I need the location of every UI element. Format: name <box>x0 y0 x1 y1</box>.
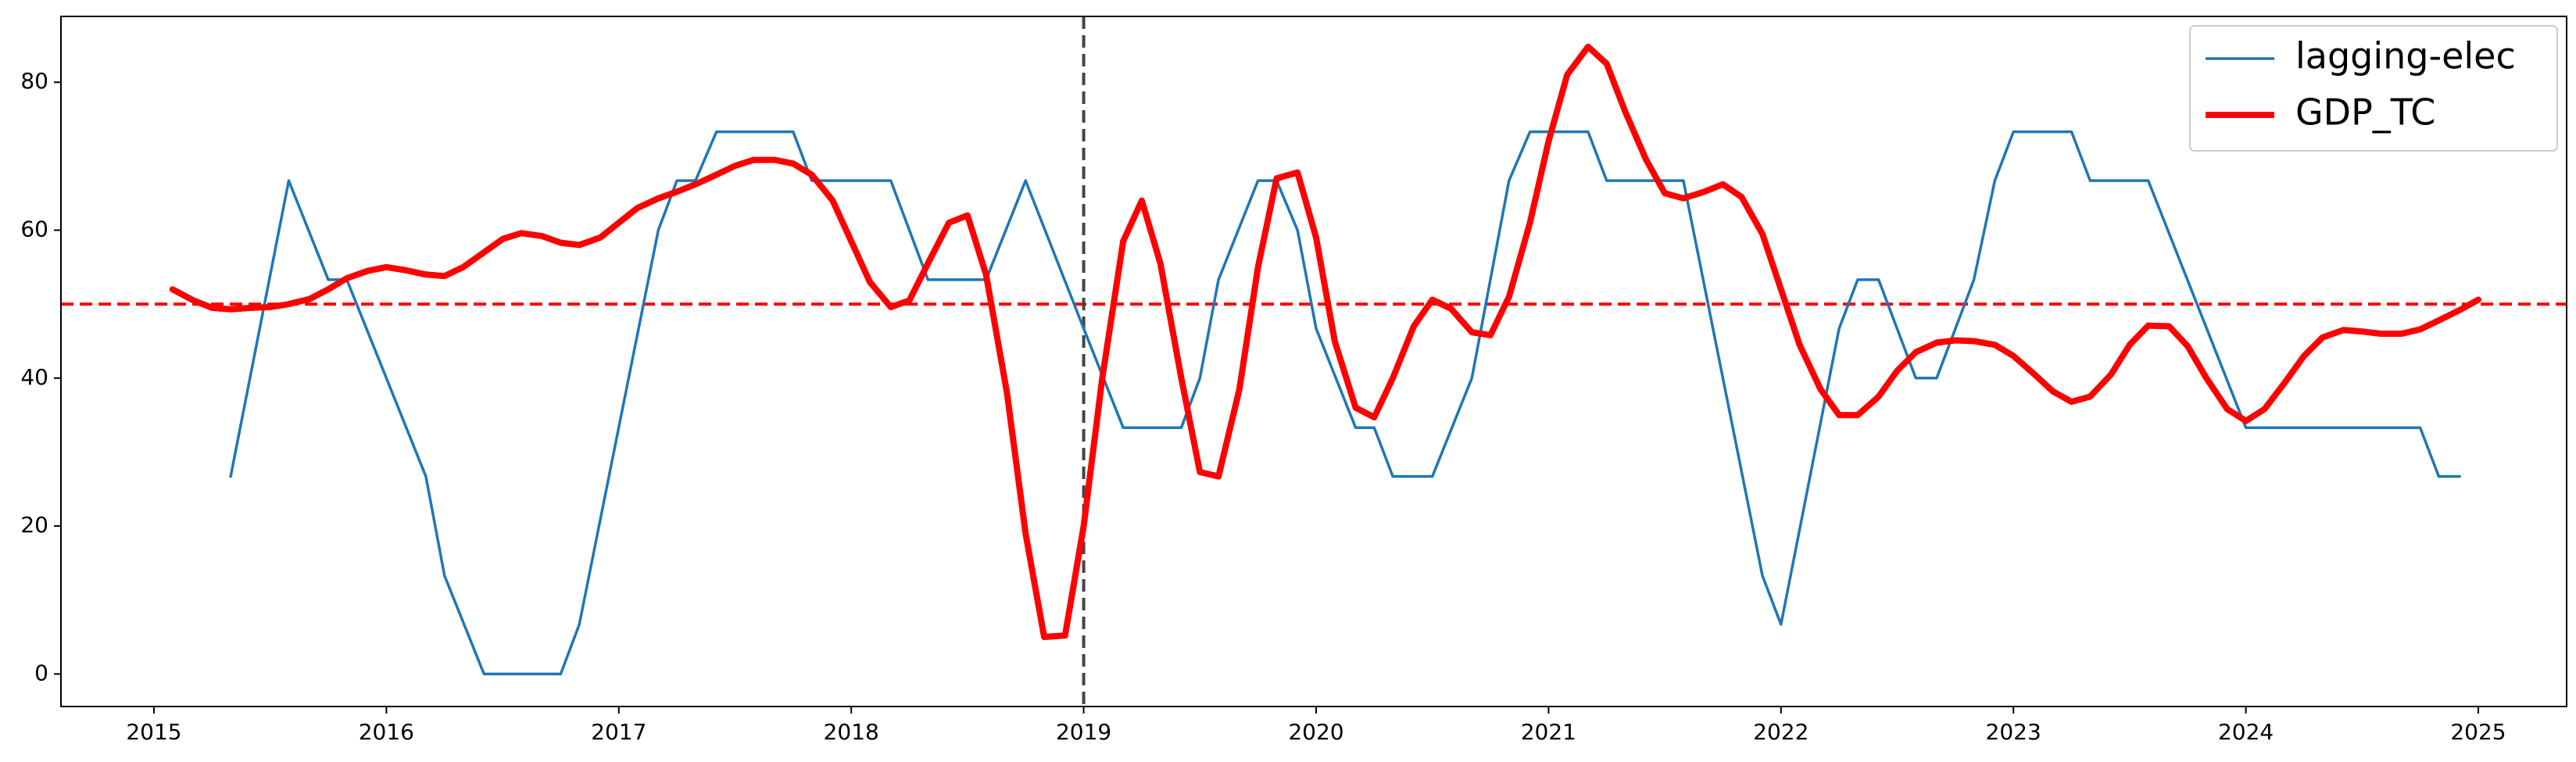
x-tick-label: 2025 <box>2450 719 2506 745</box>
x-tick-label: 2016 <box>359 719 414 745</box>
x-tick-label: 2021 <box>1521 719 1576 745</box>
data-line <box>229 130 2461 676</box>
x-tick-label: 2024 <box>2218 719 2274 745</box>
y-tick-label: 80 <box>20 68 48 94</box>
x-tick-label: 2020 <box>1288 719 1343 745</box>
y-tick-label: 40 <box>20 364 48 390</box>
x-tick-label: 2023 <box>1986 719 2041 745</box>
y-tick-label: 0 <box>34 660 48 685</box>
x-tick-label: 2022 <box>1753 719 1809 745</box>
y-tick-label: 60 <box>20 216 48 242</box>
x-tick-label: 2017 <box>591 719 646 745</box>
legend-label: GDP_TC <box>2295 91 2435 134</box>
legend-box <box>2189 25 2558 152</box>
x-tick-label: 2019 <box>1056 719 1111 745</box>
x-tick-label: 2015 <box>126 719 181 745</box>
x-tick-label: 2018 <box>824 719 879 745</box>
y-tick-label: 20 <box>20 512 48 538</box>
data-line <box>169 43 2481 641</box>
legend-label: lagging-elec <box>2295 35 2516 77</box>
plot-frame <box>60 16 2567 707</box>
